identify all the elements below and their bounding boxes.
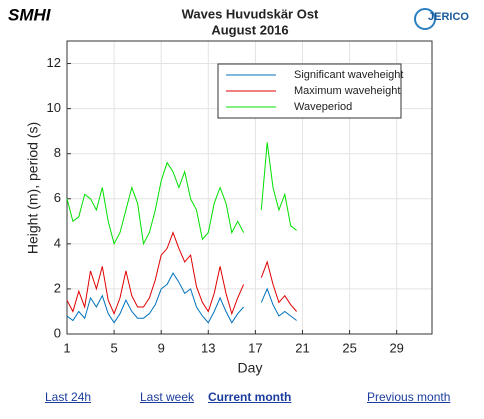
y-tick-label: 0 (54, 325, 61, 340)
nav-link[interactable]: Last week (140, 390, 195, 404)
nav-link[interactable]: Last 24h (45, 390, 92, 404)
x-axis-label: Day (238, 360, 263, 376)
x-tick-label: 9 (158, 340, 165, 355)
x-tick-label: 29 (389, 340, 403, 355)
logo-smhi: SMHI (8, 5, 52, 24)
x-tick-label: 1 (63, 340, 70, 355)
series-line (66, 231, 297, 316)
y-axis-label: Height (m), period (s) (25, 122, 41, 254)
y-tick-label: 8 (54, 145, 61, 160)
logo-jerico: JERICO (428, 11, 469, 23)
x-tick-label: 13 (201, 340, 215, 355)
x-tick-label: 25 (342, 340, 356, 355)
plot-frame (66, 40, 433, 335)
chart-title: Waves Huvudskär Ost (182, 6, 319, 21)
x-tick-label: 17 (248, 340, 262, 355)
series-line (66, 272, 297, 324)
nav-link[interactable]: Current month (208, 390, 292, 404)
y-tick-label: 2 (54, 280, 61, 295)
legend-label: Significant waveheight (294, 69, 403, 81)
series-line (66, 142, 297, 246)
legend-label: Waveperiod (294, 101, 352, 113)
legend-label: Maximum waveheight (294, 85, 400, 97)
y-tick-label: 12 (47, 55, 61, 70)
chart-subtitle: August 2016 (211, 22, 288, 37)
x-tick-label: 21 (295, 340, 309, 355)
nav-link[interactable]: Previous month (367, 390, 451, 404)
logo-ring (414, 8, 436, 30)
y-tick-label: 10 (47, 100, 61, 115)
chart: SMHI JERICO Waves Huvudskär Ost August 2… (8, 5, 469, 376)
x-tick-label: 5 (110, 340, 117, 355)
y-tick-label: 4 (54, 235, 61, 250)
y-tick-label: 6 (54, 190, 61, 205)
